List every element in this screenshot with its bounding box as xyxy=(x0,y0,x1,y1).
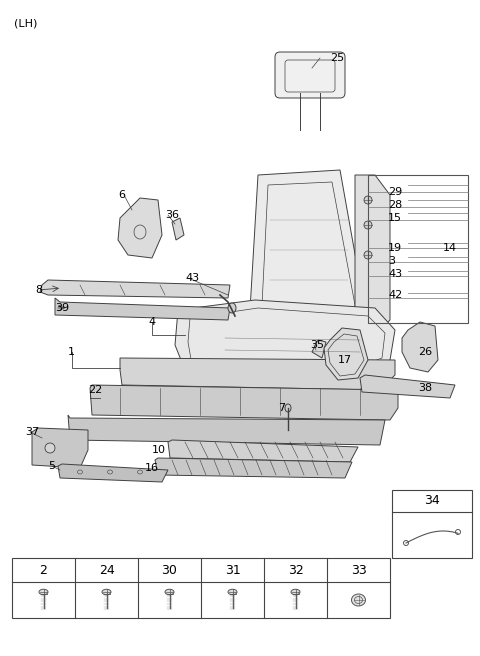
Text: 6: 6 xyxy=(118,190,125,200)
Polygon shape xyxy=(250,170,365,345)
Text: 19: 19 xyxy=(388,243,402,253)
Text: 35: 35 xyxy=(310,340,324,350)
Text: 1: 1 xyxy=(68,347,75,357)
Polygon shape xyxy=(360,375,455,398)
Ellipse shape xyxy=(364,221,372,229)
Ellipse shape xyxy=(364,196,372,204)
Text: 22: 22 xyxy=(88,385,102,395)
Text: 15: 15 xyxy=(388,213,402,223)
Ellipse shape xyxy=(364,251,372,259)
Ellipse shape xyxy=(39,589,48,595)
Text: 37: 37 xyxy=(25,427,39,437)
Polygon shape xyxy=(402,322,438,372)
Ellipse shape xyxy=(228,589,237,595)
Text: 43: 43 xyxy=(388,269,402,279)
Text: 25: 25 xyxy=(330,53,344,63)
Polygon shape xyxy=(324,328,368,380)
Text: 7: 7 xyxy=(278,403,285,413)
Ellipse shape xyxy=(291,589,300,595)
Polygon shape xyxy=(168,440,358,462)
Text: 24: 24 xyxy=(98,564,114,577)
Text: 26: 26 xyxy=(418,347,432,357)
Text: 3: 3 xyxy=(388,256,395,266)
Text: 29: 29 xyxy=(388,187,402,197)
Ellipse shape xyxy=(359,319,381,341)
Ellipse shape xyxy=(285,404,291,412)
Text: 2: 2 xyxy=(39,564,48,577)
Ellipse shape xyxy=(102,589,111,595)
FancyBboxPatch shape xyxy=(275,52,345,98)
Text: 33: 33 xyxy=(350,564,366,577)
Text: 8: 8 xyxy=(35,285,42,295)
Bar xyxy=(392,490,472,558)
Text: 42: 42 xyxy=(388,290,402,300)
Polygon shape xyxy=(120,358,395,390)
Polygon shape xyxy=(32,428,88,468)
Ellipse shape xyxy=(165,589,174,595)
Polygon shape xyxy=(155,458,352,478)
Text: 30: 30 xyxy=(162,564,178,577)
Polygon shape xyxy=(355,175,390,340)
Polygon shape xyxy=(68,415,385,445)
Text: 39: 39 xyxy=(55,303,69,313)
Text: 28: 28 xyxy=(388,200,402,210)
Text: 38: 38 xyxy=(418,383,432,393)
Text: 34: 34 xyxy=(424,495,440,508)
Text: 32: 32 xyxy=(288,564,303,577)
Polygon shape xyxy=(172,218,184,240)
Bar xyxy=(12,558,390,618)
Text: 10: 10 xyxy=(152,445,166,455)
Text: 4: 4 xyxy=(148,317,155,327)
Text: 34: 34 xyxy=(415,492,429,502)
Text: 17: 17 xyxy=(338,355,352,365)
Text: 5: 5 xyxy=(48,461,55,471)
Ellipse shape xyxy=(351,594,365,606)
Text: (LH): (LH) xyxy=(14,18,37,28)
Ellipse shape xyxy=(228,303,236,313)
Polygon shape xyxy=(58,464,168,482)
Polygon shape xyxy=(175,300,395,375)
Polygon shape xyxy=(55,298,230,320)
Text: 43: 43 xyxy=(185,273,199,283)
Ellipse shape xyxy=(45,443,55,453)
Text: 36: 36 xyxy=(165,210,179,220)
Polygon shape xyxy=(118,198,162,258)
Text: 31: 31 xyxy=(225,564,240,577)
Polygon shape xyxy=(312,340,326,358)
Text: 16: 16 xyxy=(145,463,159,473)
Bar xyxy=(368,175,468,323)
Polygon shape xyxy=(90,385,398,420)
Text: 14: 14 xyxy=(443,243,457,253)
Polygon shape xyxy=(40,280,230,298)
